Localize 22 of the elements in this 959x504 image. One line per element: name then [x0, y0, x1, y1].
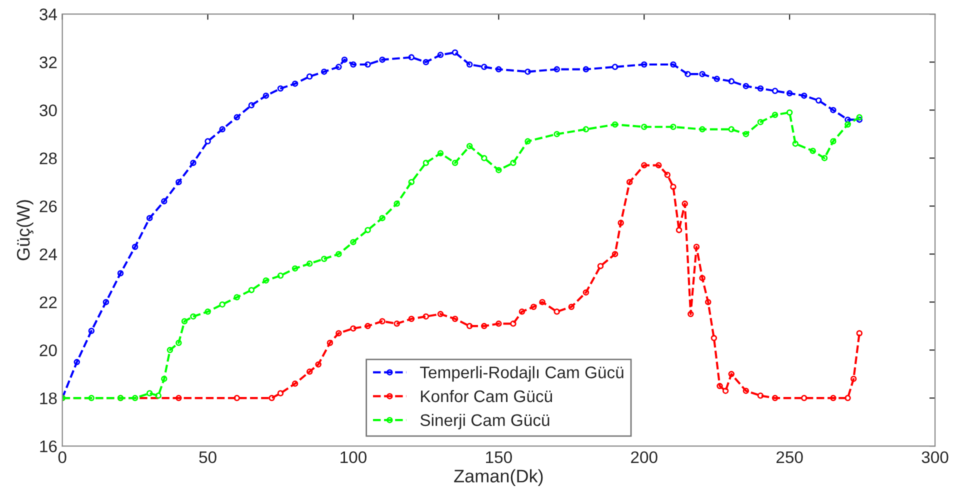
x-tick-label: 0 — [58, 451, 66, 464]
y-tick-label: 16 — [40, 440, 57, 452]
y-tick-label: 18 — [40, 392, 57, 404]
x-axis-title: Zaman(Dk) — [454, 469, 543, 486]
y-tick-label: 34 — [40, 8, 57, 20]
x-tick-label: 300 — [922, 451, 948, 464]
legend-label: Sinerji Cam Gücü — [420, 414, 550, 430]
legend-label: Konfor Cam Gücü — [421, 390, 552, 402]
legend-label: Temperli-Rodajlı Cam Gücü — [420, 366, 624, 382]
y-tick-label: 26 — [40, 200, 57, 212]
y-tick-label: 24 — [40, 248, 57, 260]
y-axis-title: Güç(W) — [16, 200, 34, 260]
y-tick-label: 28 — [40, 152, 57, 164]
x-tick-label: 50 — [199, 451, 216, 464]
y-tick-label: 32 — [40, 56, 57, 68]
x-tick-label: 100 — [340, 451, 366, 464]
y-tick-label: 20 — [40, 344, 57, 356]
x-tick-label: 250 — [776, 451, 803, 464]
y-tick-label: 30 — [40, 104, 57, 116]
x-tick-label: 200 — [631, 451, 658, 464]
x-tick-label: 150 — [486, 451, 512, 464]
y-tick-label: 22 — [40, 296, 57, 308]
